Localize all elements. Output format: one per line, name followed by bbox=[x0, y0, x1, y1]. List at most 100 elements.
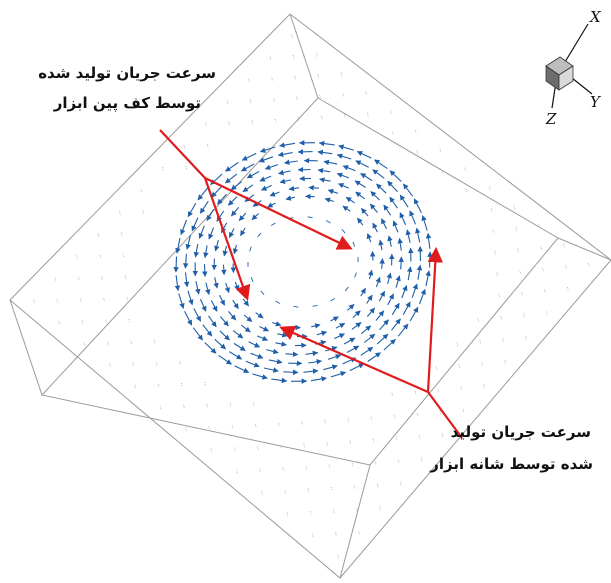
shoulder-callout-line1: سرعت جریان تولید bbox=[450, 423, 591, 441]
background-vector bbox=[231, 425, 234, 430]
background-vector bbox=[233, 447, 236, 452]
velocity-vector bbox=[175, 237, 181, 254]
velocity-vector bbox=[193, 243, 200, 258]
velocity-vector bbox=[293, 305, 299, 308]
background-vector bbox=[337, 555, 340, 560]
background-vector bbox=[261, 491, 264, 496]
velocity-vector bbox=[202, 324, 213, 337]
velocity-vector bbox=[285, 195, 295, 201]
background-vector bbox=[105, 319, 108, 324]
background-vector bbox=[248, 78, 251, 83]
callout-arrow-pin-right bbox=[204, 177, 353, 250]
background-vector bbox=[492, 229, 495, 234]
velocity-vector bbox=[234, 281, 240, 291]
background-vector bbox=[208, 426, 211, 431]
background-vector bbox=[399, 481, 402, 487]
velocity-vector bbox=[303, 368, 319, 374]
velocity-vector bbox=[219, 330, 230, 341]
velocity-vector bbox=[406, 266, 413, 281]
velocity-vector bbox=[174, 275, 181, 292]
background-vector bbox=[481, 362, 484, 367]
velocity-vector bbox=[401, 285, 408, 299]
velocity-vector bbox=[283, 369, 299, 376]
velocity-vector bbox=[409, 306, 419, 322]
velocity-vector bbox=[397, 237, 403, 251]
background-vector bbox=[376, 483, 379, 488]
velocity-vector bbox=[242, 298, 250, 307]
velocity-vector bbox=[211, 186, 222, 198]
shoulder-callout-line2: شده توسط شانه ابزار bbox=[430, 455, 593, 473]
velocity-vector bbox=[360, 325, 372, 335]
background-vector bbox=[128, 318, 131, 324]
velocity-vector bbox=[330, 316, 339, 322]
background-vector bbox=[286, 512, 289, 517]
z-axis-label: Z bbox=[545, 110, 557, 128]
background-vector bbox=[99, 254, 102, 259]
background-vector bbox=[271, 77, 274, 82]
velocity-vector bbox=[256, 335, 269, 341]
background-vector bbox=[340, 72, 343, 77]
box-edge bbox=[289, 13, 319, 99]
velocity-vector bbox=[319, 177, 331, 183]
background-vector bbox=[464, 167, 467, 172]
background-vector bbox=[153, 339, 156, 345]
x-axis-line bbox=[564, 23, 589, 63]
background-vector bbox=[180, 382, 183, 388]
velocity-vector bbox=[270, 222, 276, 226]
velocity-vector bbox=[271, 377, 288, 384]
background-vector bbox=[379, 506, 381, 511]
velocity-vector bbox=[264, 164, 279, 170]
velocity-vector bbox=[360, 287, 366, 297]
velocity-vector bbox=[386, 272, 392, 285]
background-vector bbox=[519, 270, 522, 275]
background-vector bbox=[513, 205, 516, 210]
velocity-vector bbox=[279, 142, 296, 148]
background-vector bbox=[490, 207, 493, 213]
background-vector bbox=[358, 530, 361, 535]
triad-cube-right bbox=[558, 65, 574, 91]
velocity-vector bbox=[180, 219, 188, 236]
velocity-vector bbox=[405, 229, 411, 244]
background-vector bbox=[395, 437, 398, 442]
velocity-vector bbox=[208, 315, 217, 328]
velocity-vector bbox=[214, 239, 220, 252]
background-vector bbox=[441, 169, 444, 174]
background-vector bbox=[206, 143, 209, 148]
background-vector bbox=[437, 388, 440, 393]
velocity-vector bbox=[285, 351, 299, 358]
background-vector bbox=[185, 427, 188, 432]
background-vector bbox=[563, 243, 565, 248]
background-vector bbox=[120, 232, 123, 237]
background-vector bbox=[479, 340, 482, 345]
background-vector bbox=[75, 255, 78, 260]
background-vector bbox=[542, 267, 545, 273]
velocity-vector bbox=[399, 194, 409, 208]
pin-bottom-callout-line2: توسط کف پین ابزار bbox=[53, 94, 201, 112]
velocity-vector bbox=[213, 277, 219, 289]
velocity-vector bbox=[307, 216, 313, 219]
velocity-vector bbox=[367, 269, 374, 280]
velocity-vector bbox=[367, 352, 381, 362]
velocity-vector bbox=[259, 175, 272, 182]
velocity-vector bbox=[389, 170, 402, 182]
velocity-vector bbox=[327, 189, 339, 195]
velocity-vector bbox=[389, 196, 398, 209]
velocity-vector bbox=[342, 205, 351, 212]
velocity-vector bbox=[259, 326, 269, 332]
velocity-vector bbox=[351, 322, 362, 330]
velocity-vector bbox=[220, 222, 228, 234]
background-vector bbox=[122, 253, 125, 259]
velocity-vector bbox=[415, 227, 421, 243]
background-vector bbox=[309, 511, 312, 516]
velocity-vector bbox=[318, 140, 335, 147]
background-vector bbox=[342, 93, 345, 98]
box-inner-face bbox=[41, 97, 559, 466]
background-vector bbox=[365, 91, 368, 96]
background-vector bbox=[107, 341, 110, 346]
velocity-vector bbox=[338, 144, 354, 151]
background-vector bbox=[441, 433, 444, 438]
background-vector bbox=[183, 144, 186, 150]
background-vector bbox=[515, 227, 518, 232]
velocity-vector bbox=[349, 363, 365, 372]
callout-arrow-pin-down bbox=[203, 177, 251, 301]
